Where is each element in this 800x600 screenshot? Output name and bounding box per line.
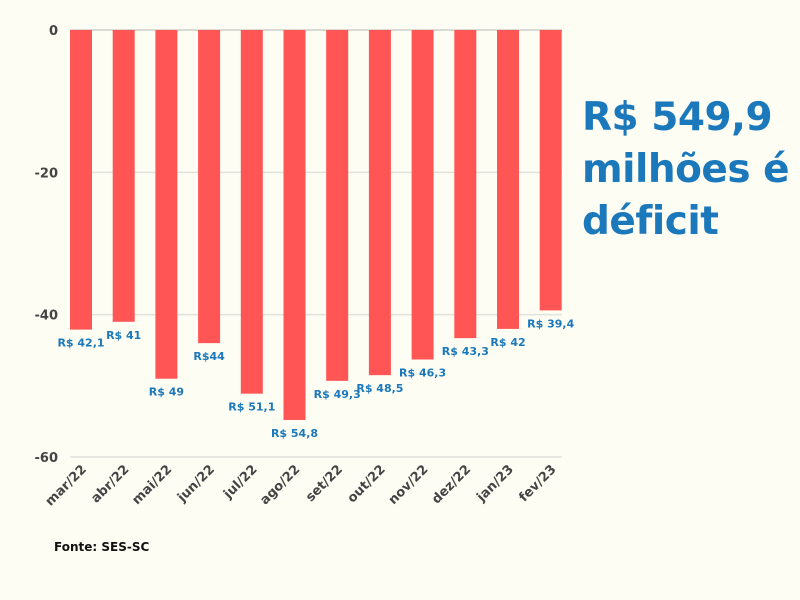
bar — [283, 30, 306, 420]
y-tick-label: -20 — [35, 166, 59, 181]
bar — [497, 30, 519, 329]
x-tick-label: fev/23 — [517, 462, 560, 505]
y-tick-label: -60 — [35, 451, 59, 466]
data-label: R$44 — [193, 350, 225, 363]
bar — [368, 30, 391, 376]
x-tick-label: out/22 — [345, 462, 389, 506]
data-label: R$ 51,1 — [228, 401, 275, 414]
x-tick-label: set/22 — [303, 462, 346, 505]
data-label: R$ 54,8 — [271, 427, 318, 440]
bar — [70, 30, 92, 330]
x-tick-label: abr/22 — [88, 462, 132, 506]
x-tick-label: ago/22 — [257, 462, 303, 508]
data-label: R$ 42 — [490, 336, 525, 349]
source-note: Fonte: SES-SC — [54, 540, 150, 554]
x-tick-label: jun/22 — [174, 462, 218, 506]
data-label: R$ 41 — [106, 329, 141, 342]
bar — [539, 30, 562, 311]
data-label: R$ 46,3 — [399, 367, 446, 380]
data-label: R$ 39,4 — [527, 317, 574, 330]
bar — [155, 30, 178, 379]
x-tick-label: jan/23 — [473, 462, 516, 505]
y-tick-label: 0 — [49, 24, 58, 39]
bar — [112, 30, 135, 322]
data-label: R$ 49,3 — [314, 388, 361, 401]
bar — [326, 30, 349, 381]
bar — [411, 30, 434, 360]
bar — [198, 30, 221, 344]
x-tick-label: mai/22 — [130, 462, 176, 508]
headline: R$ 549,9 milhões é déficit — [582, 95, 790, 244]
data-label: R$ 43,3 — [442, 345, 489, 358]
data-label: R$ 48,5 — [356, 382, 403, 395]
x-tick-label: dez/22 — [429, 462, 474, 507]
x-tick-label: nov/22 — [386, 462, 432, 508]
data-label: R$ 49 — [149, 386, 184, 399]
y-tick-label: -40 — [35, 309, 59, 324]
x-tick-label: mar/22 — [43, 462, 90, 509]
x-tick-label: jul/22 — [220, 462, 260, 502]
data-label: R$ 42,1 — [57, 337, 104, 350]
bar — [454, 30, 477, 339]
bar — [240, 30, 263, 394]
